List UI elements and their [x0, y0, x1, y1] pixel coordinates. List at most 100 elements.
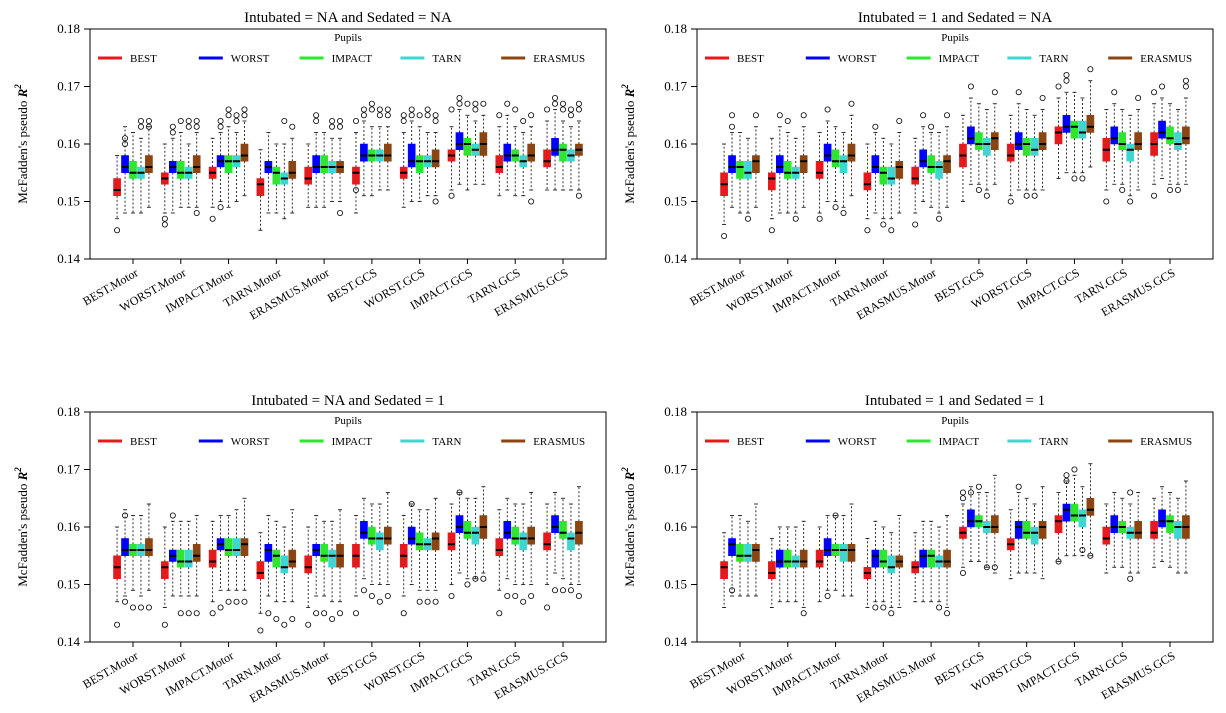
box-outlier — [1055, 558, 1062, 565]
box-body — [919, 149, 927, 168]
box-outlier — [1182, 83, 1189, 90]
box-outlier — [824, 593, 831, 600]
box-plot — [1150, 89, 1158, 199]
legend-entry: WORST — [838, 53, 877, 65]
box-body — [376, 532, 384, 551]
box-outlier — [408, 106, 415, 113]
box-plot — [511, 106, 520, 197]
box-outlier — [408, 112, 415, 119]
y-axis-label: McFadden's pseudo R2 — [620, 467, 637, 587]
box-plot — [1062, 472, 1071, 557]
box-plot — [895, 118, 904, 214]
box-body — [895, 161, 904, 179]
legend-entry: BEST — [130, 53, 157, 65]
box-body — [736, 161, 744, 179]
box-body — [543, 532, 551, 551]
box-plot — [1054, 492, 1063, 565]
box-outlier — [872, 604, 879, 611]
y-tick-label: 0.15 — [57, 194, 80, 209]
box-plot — [1086, 463, 1095, 559]
box-outlier — [1151, 89, 1158, 96]
legend-entry: BEST — [130, 436, 157, 448]
box-outlier — [816, 215, 823, 222]
box-plot — [575, 486, 583, 600]
box-outlier — [1174, 186, 1181, 193]
box-outlier — [1023, 192, 1030, 199]
box-outlier — [424, 112, 431, 119]
box-body — [839, 155, 848, 173]
box-body — [1086, 498, 1095, 516]
box-body — [383, 143, 392, 162]
box-plot — [720, 143, 728, 239]
chart-title: Intubated = NA and Sedated = 1 — [251, 393, 445, 409]
box-body — [1158, 120, 1166, 139]
box-outlier — [177, 610, 184, 617]
box-outlier — [193, 610, 200, 617]
box-plot — [383, 106, 392, 191]
box-plot — [519, 503, 528, 605]
chart-title: Intubated = NA and Sedated = NA — [244, 10, 452, 26]
box-plot — [1110, 89, 1119, 185]
box-body — [768, 172, 776, 191]
box-body — [1110, 515, 1119, 533]
box-plot — [1126, 114, 1135, 205]
legend-entry: TARN — [432, 53, 461, 65]
box-body — [192, 155, 201, 173]
box-outlier — [416, 112, 423, 119]
box-body — [256, 561, 265, 579]
box-plot — [168, 123, 177, 214]
box-plot — [975, 483, 983, 562]
box-plot — [145, 503, 153, 611]
box-body — [1134, 132, 1142, 150]
box-body — [559, 143, 567, 162]
box-outlier — [959, 489, 966, 496]
box-outlier — [129, 604, 136, 611]
legend-title: Pupils — [941, 32, 969, 44]
box-body — [847, 143, 856, 162]
legend: Pupils BEST WORST IMPACT TARN ERASMUS — [98, 415, 585, 448]
box-outlier — [472, 100, 479, 107]
box-outlier — [289, 123, 296, 130]
box-plot — [161, 526, 169, 628]
box-body — [1054, 126, 1063, 145]
box-plot — [368, 503, 376, 600]
box-outlier — [114, 227, 121, 234]
y-tick-label: 0.17 — [57, 79, 80, 94]
box-outlier — [305, 621, 312, 628]
box-outlier — [265, 610, 272, 617]
box-plot — [1054, 83, 1063, 179]
box-plot — [575, 100, 583, 199]
box-body — [879, 549, 888, 568]
box-plot — [503, 497, 512, 600]
chart-panel: Intubated = NA and Sedated = NA 0.14 0.15 0… — [13, 10, 607, 322]
box-outlier — [273, 616, 280, 623]
box-plot — [423, 509, 432, 605]
box-body — [831, 149, 840, 168]
x-tick-label: ERASMUS.Motor — [854, 648, 939, 705]
box-plot — [975, 103, 983, 193]
box-body — [1030, 526, 1039, 545]
box-plot — [352, 515, 360, 617]
box-outlier — [376, 112, 383, 119]
box-outlier — [122, 135, 129, 142]
box-plot — [471, 497, 480, 582]
box-outlier — [792, 215, 799, 222]
box-body — [967, 509, 975, 528]
box-plot — [935, 132, 943, 222]
box-outlier — [368, 593, 375, 600]
box-plot — [1078, 97, 1087, 182]
box-plot — [1014, 89, 1023, 191]
box-plot — [1118, 109, 1127, 193]
box-plot — [768, 137, 776, 234]
box-outlier — [544, 106, 551, 113]
box-body — [145, 538, 153, 556]
box-plot — [184, 520, 193, 617]
box-plot — [1102, 503, 1111, 574]
box-plot — [1038, 486, 1047, 580]
box-plot — [503, 100, 512, 191]
y-axis-label-superscript: 2 — [620, 467, 630, 473]
box-outlier — [384, 593, 391, 600]
box-outlier — [560, 100, 567, 107]
box-body — [192, 544, 201, 562]
box-outlier — [177, 118, 184, 125]
